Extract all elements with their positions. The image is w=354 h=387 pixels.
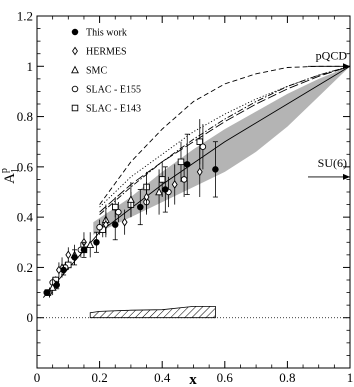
systematic-error-band xyxy=(89,306,216,319)
pqcd-arrowhead xyxy=(343,63,350,70)
x-axis: 0 0.2 0.4 0.6 0.8 1 xyxy=(34,16,354,385)
svg-text:A1p: A1p xyxy=(0,168,21,184)
data-point xyxy=(115,208,122,216)
data-point xyxy=(162,186,169,193)
data-point xyxy=(121,217,128,227)
y-axis-label-sub: 1 xyxy=(10,168,21,173)
y-tick-label: 1 xyxy=(27,59,34,74)
data-point xyxy=(96,223,103,231)
x-tick-label: 0 xyxy=(34,370,41,385)
y-tick-label: 0.8 xyxy=(17,109,33,124)
data-point xyxy=(199,143,207,150)
x-tick-label: 0.8 xyxy=(279,370,295,385)
data-point xyxy=(60,266,67,274)
data-point xyxy=(196,138,204,145)
data-point xyxy=(177,158,185,166)
pqcd-label: pQCD xyxy=(316,48,348,62)
legend-marker xyxy=(71,28,79,36)
y-tick-label: 0.6 xyxy=(17,159,34,174)
legend: This work HERMES SMC SLAC - E155 SLAC - E143 xyxy=(71,28,141,115)
legend-marker xyxy=(71,65,79,74)
data-point xyxy=(44,289,51,296)
data-point xyxy=(111,203,119,211)
y-tick-label: 1.2 xyxy=(17,9,33,24)
x-tick-label: 0.2 xyxy=(91,370,107,385)
legend-label: This work xyxy=(86,28,127,39)
data-point xyxy=(55,265,62,275)
legend-label: SLAC - E155 xyxy=(86,85,141,96)
data-point xyxy=(212,166,219,173)
legend-marker xyxy=(71,85,79,93)
data-point xyxy=(196,167,203,177)
data-point xyxy=(126,195,135,203)
y-tick-label: 0.2 xyxy=(17,260,33,275)
data-point xyxy=(137,203,144,211)
y-tick-label: 0 xyxy=(27,310,34,325)
y-axis: 0 0.2 0.4 0.6 0.8 1 1.2 xyxy=(17,9,350,356)
x-tick-label: 0.6 xyxy=(217,370,234,385)
legend-label: SMC xyxy=(86,66,107,77)
data-point xyxy=(80,246,88,254)
theory-curve-longdash xyxy=(99,65,351,213)
data-point xyxy=(93,239,100,246)
data-point xyxy=(171,180,178,189)
theory-curve-dashed xyxy=(99,65,350,205)
data-point xyxy=(143,192,150,202)
legend-label: HERMES xyxy=(86,47,127,58)
data-point xyxy=(180,176,188,183)
legend-marker xyxy=(71,104,79,112)
theory-curve-dashdot xyxy=(99,65,351,215)
data-point xyxy=(86,240,95,249)
series-smc xyxy=(48,169,164,296)
data-point xyxy=(111,221,119,228)
series-this-work xyxy=(44,133,219,296)
data-point xyxy=(183,161,191,168)
x-tick-label: 0.4 xyxy=(154,370,171,385)
y-axis-label-sup: p xyxy=(0,168,10,173)
data-point xyxy=(65,250,72,260)
y-tick-label: 0.4 xyxy=(17,210,34,225)
data-point xyxy=(155,187,164,196)
su6-label: SU(6) xyxy=(318,156,347,170)
data-point xyxy=(71,254,78,261)
x-axis-label: x xyxy=(189,372,197,387)
data-point xyxy=(102,220,109,230)
su6-arrowhead xyxy=(343,173,350,180)
x-tick-label: 1 xyxy=(347,370,354,385)
legend-marker xyxy=(72,46,78,56)
y-axis-label: A1p xyxy=(0,168,21,184)
annotations: pQCD SU(6) xyxy=(308,48,350,180)
data-point xyxy=(158,176,166,183)
y-axis-label-main: A xyxy=(2,173,18,184)
plot-area xyxy=(36,15,351,369)
legend-label: SLAC - E143 xyxy=(86,104,141,115)
data-point xyxy=(53,281,60,289)
